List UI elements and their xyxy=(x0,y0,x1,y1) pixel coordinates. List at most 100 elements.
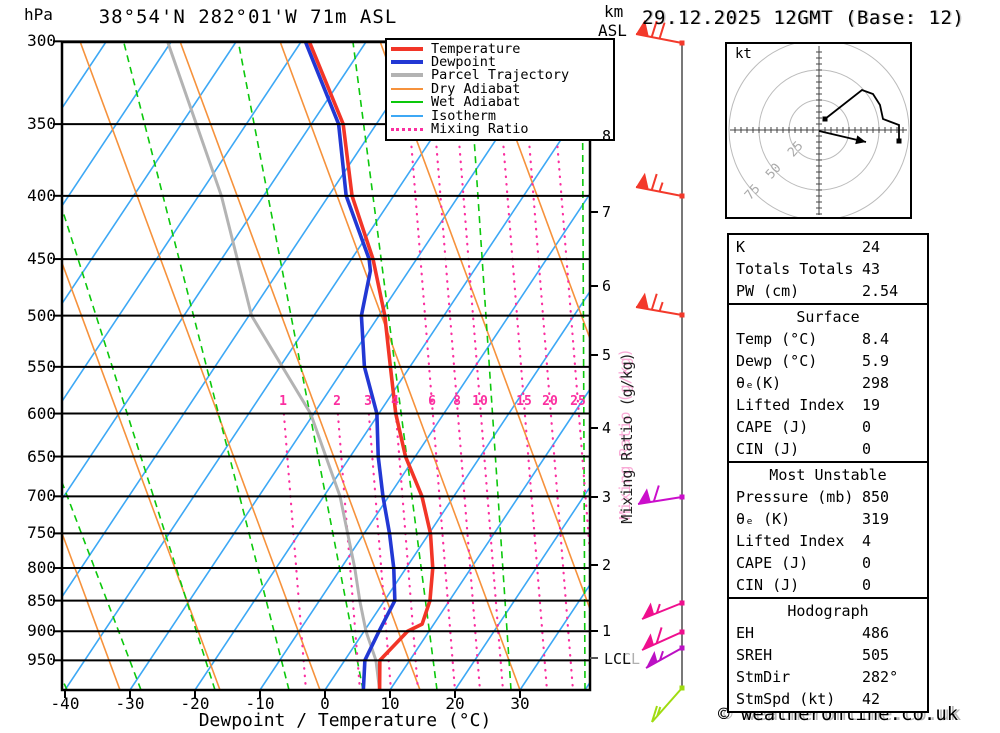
table-row: StmSpd (kt) 42 xyxy=(729,688,927,710)
barb-full-feather xyxy=(651,705,658,723)
barb-half-feather xyxy=(658,182,664,192)
table-row-value: 4 xyxy=(862,532,872,550)
table-row-label: θₑ(K) xyxy=(736,374,782,392)
temperature-tick-label: -40 xyxy=(50,694,80,713)
wet-adiabat-line xyxy=(122,42,290,690)
legend-parcel-trajectory-sample xyxy=(391,73,423,78)
barb-half-feather xyxy=(659,650,664,661)
ccl-marker-label: CCL xyxy=(613,650,641,668)
km-tick-label: 3 xyxy=(602,488,612,506)
temperature-tick-label: -30 xyxy=(115,694,145,713)
wind-barb xyxy=(637,485,685,505)
table-row: θₑ (K) 319 xyxy=(729,508,927,530)
table-row: CAPE (J) 0 xyxy=(729,416,927,438)
legend-item: Temperature xyxy=(391,40,613,57)
pressure-tick-label: 900 xyxy=(27,621,56,641)
barb-level-dot xyxy=(679,600,685,606)
table-row: Dewp (°C) 5.9 xyxy=(729,350,927,372)
table-row-label: CAPE (J) xyxy=(736,418,809,436)
temperature-tick-label: 0 xyxy=(320,694,330,713)
wind-barb xyxy=(645,645,685,669)
table-row-label: EH xyxy=(736,624,755,642)
temperature-tick-label: -20 xyxy=(180,694,210,713)
table-row-value: 850 xyxy=(862,488,890,506)
mixing-ratio-value-label: 25 xyxy=(570,394,586,409)
legend-item-label: Temperature xyxy=(431,40,521,57)
barb-flag xyxy=(646,651,658,668)
legend-item: Isotherm xyxy=(391,108,613,124)
dry-adiabat-line xyxy=(62,530,121,690)
legend-item-label: Dewpoint xyxy=(431,54,497,71)
indices-table: K 24 Totals Totals 43 PW (cm) 2.54 Surface Temp… xyxy=(727,233,929,713)
km-tick-label: 2 xyxy=(602,556,612,574)
table-row-value: 0 xyxy=(862,576,872,594)
table-row-label: Lifted Index xyxy=(736,396,845,414)
barb-level-dot xyxy=(679,685,685,691)
table-row-label: θₑ (K) xyxy=(736,510,791,528)
table-row-value: 0 xyxy=(862,554,872,572)
pressure-tick-label: 800 xyxy=(27,558,56,578)
table-section: K 24 Totals Totals 43 PW (cm) 2.54 xyxy=(729,235,927,303)
table-row-value: 282° xyxy=(862,668,899,686)
pressure-tick-label: 500 xyxy=(27,305,56,325)
temperature-tick-label: 20 xyxy=(445,694,465,713)
table-row-label: CIN (J) xyxy=(736,440,800,458)
table-row-value: 505 xyxy=(862,646,890,664)
pressure-tick-label: 650 xyxy=(27,446,56,466)
table-row: StmDir 282° xyxy=(729,666,927,688)
dry-adiabat-line xyxy=(479,42,590,341)
table-row-value: 319 xyxy=(862,510,890,528)
barb-half-feather xyxy=(656,706,662,717)
isotherm-line xyxy=(62,42,237,305)
legend-item-label: Dry Adiabat xyxy=(431,80,521,97)
pressure-tick-label: 550 xyxy=(27,356,56,376)
table-row-value: 5.9 xyxy=(862,352,890,370)
table-row: Lifted Index 19 xyxy=(729,394,927,416)
asl-axis-unit: ASL xyxy=(598,21,627,40)
barb-half-feather xyxy=(658,301,664,312)
wind-barb xyxy=(641,600,685,620)
table-row-label: PW (cm) xyxy=(736,282,800,300)
hodograph-panel: kt 25 50 75 xyxy=(725,39,912,221)
legend-wet-adiabat-sample xyxy=(391,101,423,104)
mixing-ratio-value-label: 6 xyxy=(428,394,436,409)
barb-level-dot xyxy=(679,645,685,651)
barb-full-feather xyxy=(652,485,660,502)
table-section: Hodograph EH 486 SREH 505 StmDir 282° StmSpd (k… xyxy=(729,597,927,711)
barb-shaft xyxy=(635,186,683,197)
table-row-label: StmSpd (kt) xyxy=(736,690,836,708)
table-row: CIN (J) 0 xyxy=(729,574,927,596)
legend-item: Dry Adiabat xyxy=(391,80,613,97)
mixing-ratio-line xyxy=(336,412,362,690)
legend-item: Dewpoint xyxy=(391,54,613,71)
km-axis-unit: km xyxy=(604,2,624,21)
table-row-value: 0 xyxy=(862,418,872,436)
mixing-ratio-value-label: 20 xyxy=(542,394,558,409)
mixing-ratio-line xyxy=(367,412,393,690)
pressure-tick-label: 400 xyxy=(27,185,56,205)
table-row: θₑ(K) 298 xyxy=(729,372,927,394)
mixing-ratio-axis-label: Mixing Ratio (g/kg) xyxy=(618,352,636,524)
table-row-label: SREH xyxy=(736,646,773,664)
mixing-ratio-value-label: 10 xyxy=(472,394,488,409)
mixing-ratio-value-label: 8 xyxy=(453,394,461,409)
legend-item: Wet Adiabat xyxy=(391,94,613,110)
barb-flag xyxy=(642,633,654,650)
mixing-ratio-value-label: 4 xyxy=(391,394,399,409)
barb-flag xyxy=(638,488,651,504)
km-tick-label: 6 xyxy=(602,277,612,295)
pressure-tick-label: 750 xyxy=(27,523,56,543)
km-tick-label: 4 xyxy=(602,419,612,437)
legend-isotherm-sample xyxy=(391,114,423,117)
pressure-axis-unit: hPa xyxy=(24,5,53,24)
hodograph-trace xyxy=(824,88,900,141)
barb-full-feather xyxy=(650,293,658,311)
legend: Temperature Dewpoint Parcel Trajectory Dry … xyxy=(385,38,615,141)
table-row: SREH 505 xyxy=(729,644,927,666)
barb-full-feather xyxy=(650,20,658,38)
temperature-tick-label: 30 xyxy=(510,694,530,713)
lcl-marker-label: LCL xyxy=(604,650,632,668)
mixing-ratio-line xyxy=(282,412,308,690)
barb-flag xyxy=(636,19,649,37)
